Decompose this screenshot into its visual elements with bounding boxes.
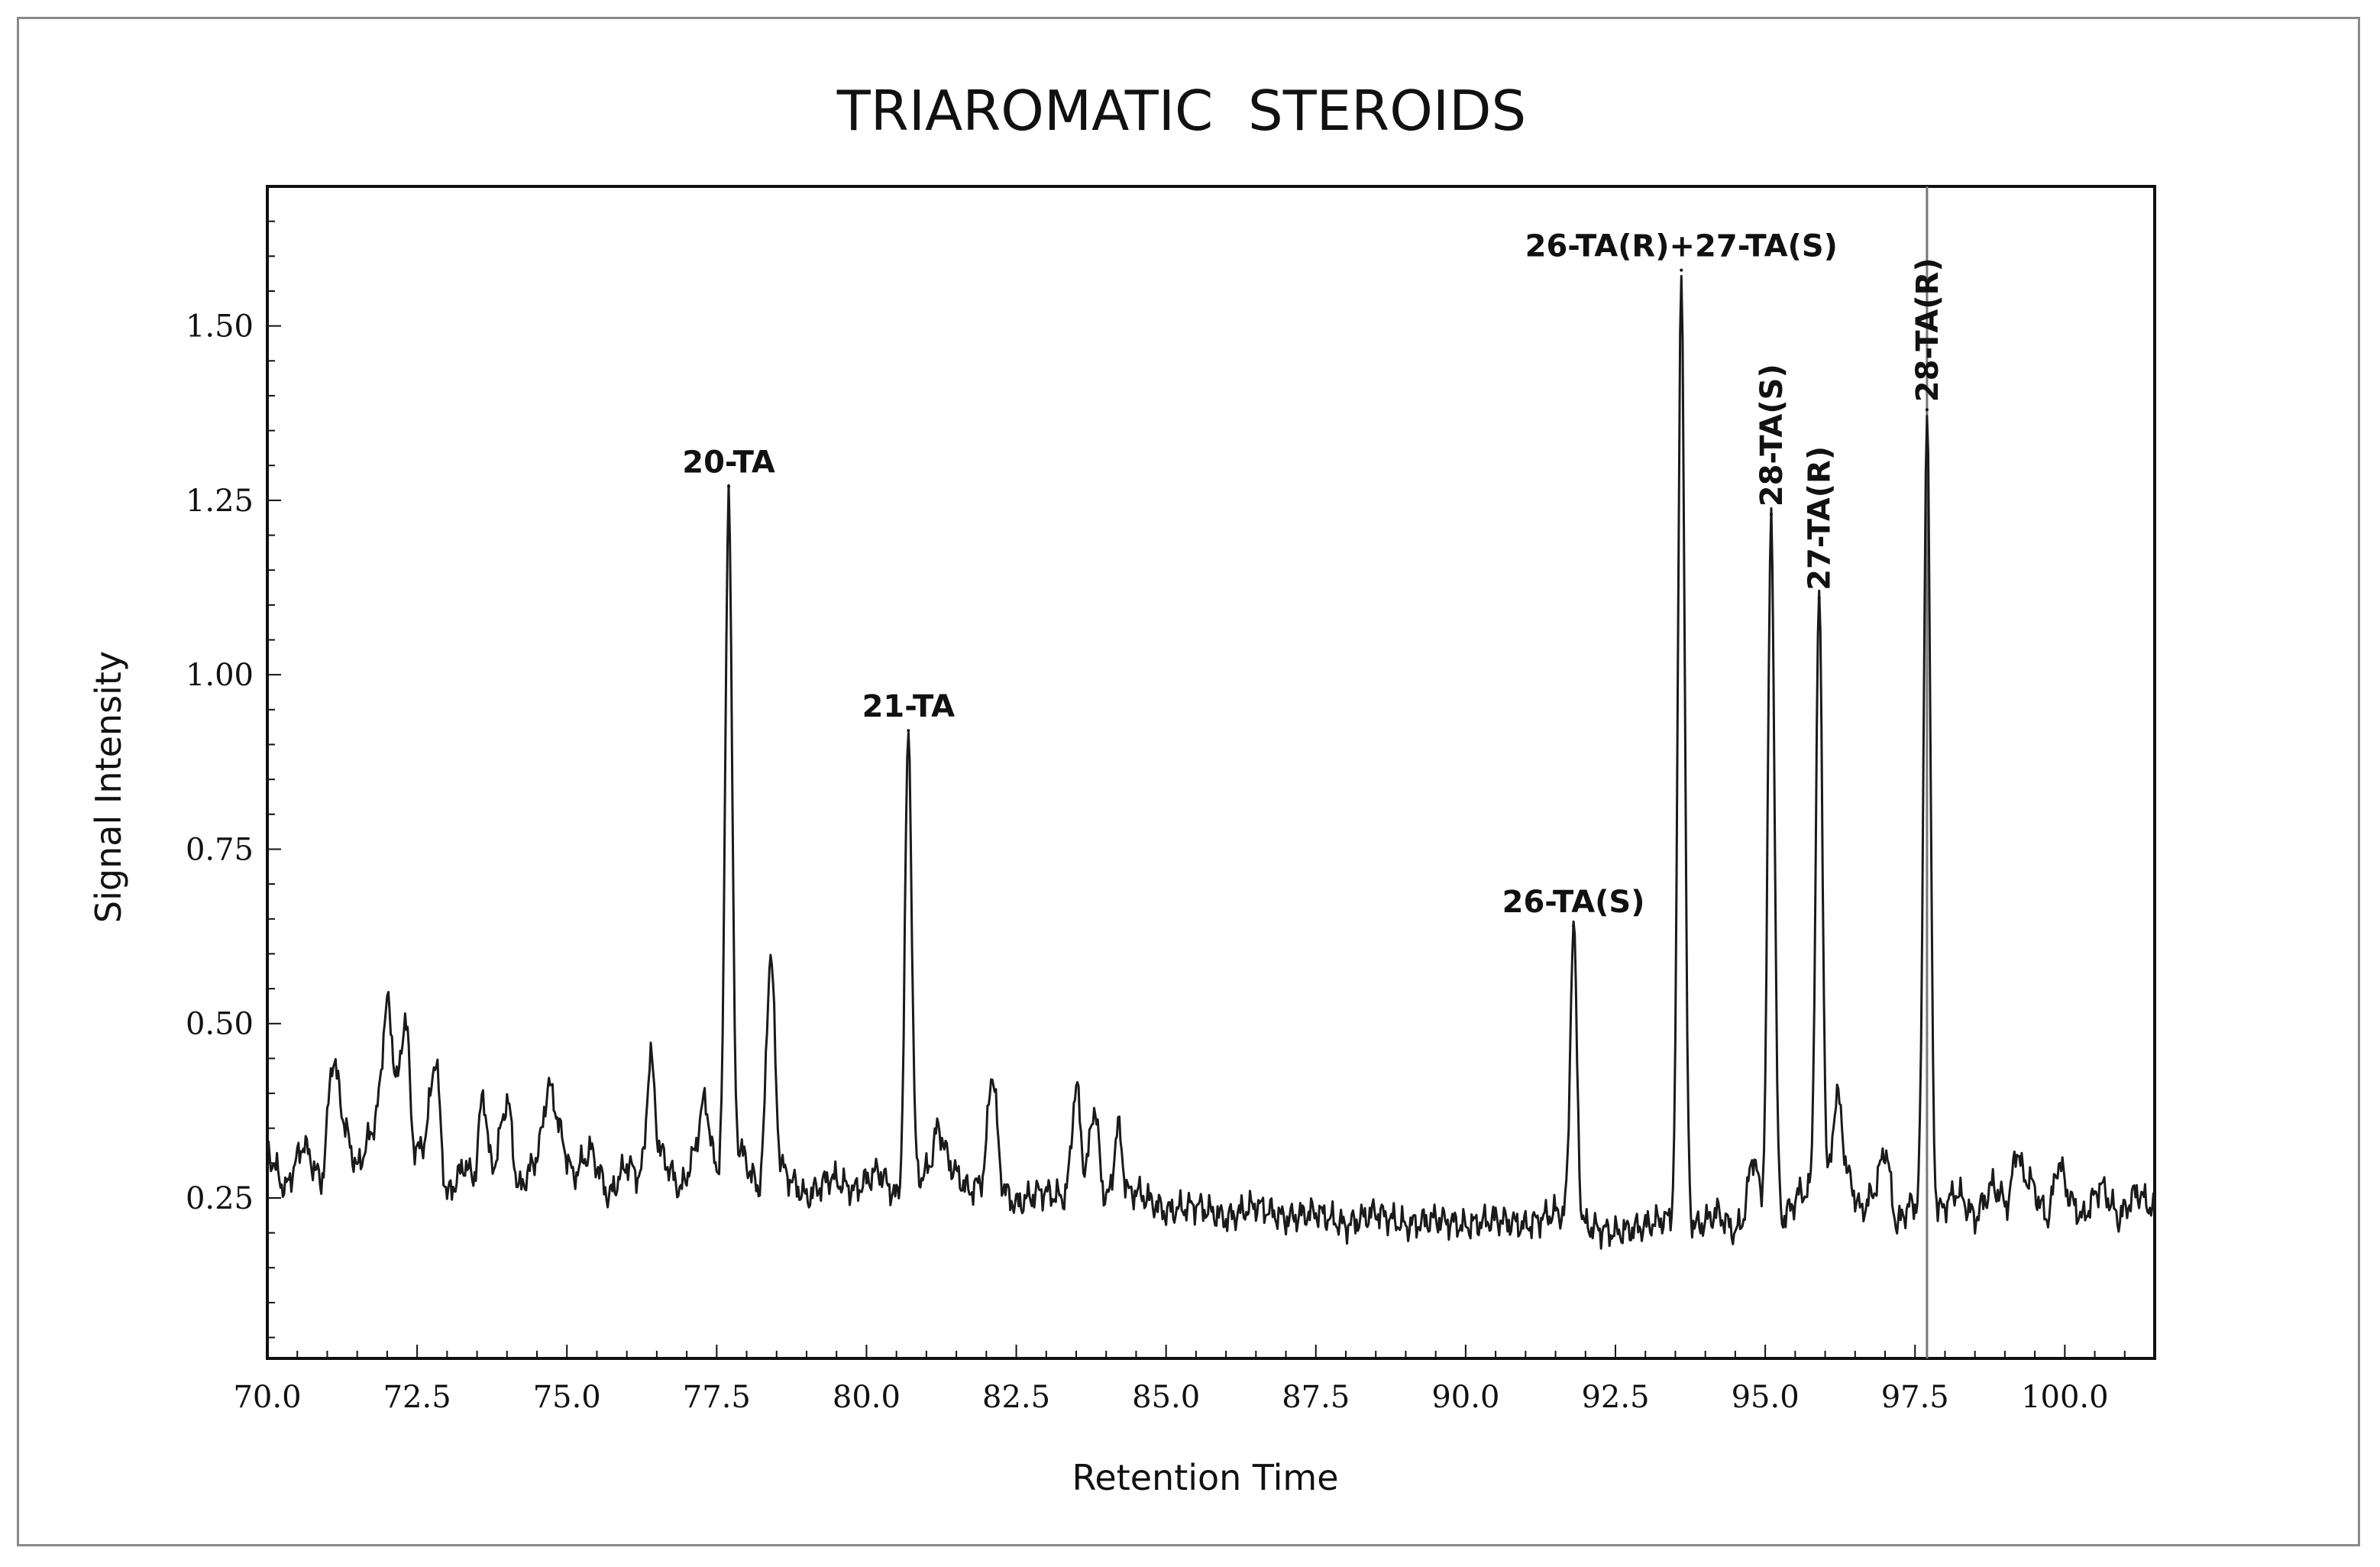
x-tick-label: 90.0 bbox=[1431, 1380, 1499, 1415]
x-tick-label: 77.5 bbox=[683, 1380, 751, 1415]
y-axis-title: Signal Intensity bbox=[88, 651, 129, 923]
peak-label: 26-TA(S) bbox=[1502, 885, 1645, 920]
peak-label: 28-TA(R) bbox=[1910, 257, 1945, 402]
x-tick-label: 70.0 bbox=[233, 1380, 301, 1415]
y-axis: 0.25 0.50 0.75 1.00 1.25 1.50 bbox=[186, 186, 281, 1339]
peak-point bbox=[1925, 408, 1929, 412]
y-tick-label: 1.50 bbox=[186, 309, 254, 345]
peak-point bbox=[907, 729, 910, 733]
peak-label: 26-TA(R)+27-TA(S) bbox=[1525, 229, 1838, 264]
x-tick-label: 97.5 bbox=[1881, 1380, 1949, 1415]
plot-area bbox=[266, 185, 2156, 1360]
y-tick-label: 1.00 bbox=[186, 658, 254, 693]
x-tick-label: 87.5 bbox=[1282, 1380, 1350, 1415]
x-axis-title: Retention Time bbox=[1072, 1457, 1339, 1498]
figure-frame bbox=[17, 17, 2360, 1546]
chromatogram-trace bbox=[266, 274, 2156, 1250]
y-tick-label: 0.50 bbox=[186, 1007, 254, 1042]
x-tick-label: 92.5 bbox=[1581, 1380, 1649, 1415]
trace-layer bbox=[266, 274, 2156, 1250]
peak-point bbox=[1769, 513, 1773, 516]
peak-label: 20-TA bbox=[682, 445, 775, 481]
x-tick-label: 100.0 bbox=[2021, 1380, 2109, 1415]
peak-label: 28-TA(S) bbox=[1754, 364, 1790, 507]
y-tick-label: 0.25 bbox=[186, 1181, 254, 1216]
peak-label: 21-TA bbox=[862, 689, 956, 724]
y-tick-label: 0.75 bbox=[186, 832, 254, 867]
x-tick-label: 72.5 bbox=[383, 1380, 451, 1415]
x-tick-label: 85.0 bbox=[1132, 1380, 1200, 1415]
x-tick-label: 82.5 bbox=[982, 1380, 1050, 1415]
x-axis: 70.0 72.5 75.0 77.5 80.0 82.5 85.0 87.5 90.0 92.5… bbox=[233, 1345, 2155, 1415]
peak-point bbox=[1817, 596, 1821, 600]
chart-title: TRIAROMATIC STEROIDS bbox=[836, 79, 1527, 143]
peak-point bbox=[727, 484, 731, 488]
peak-point bbox=[1572, 924, 1576, 928]
peak-labels-layer: 20-TA 21-TA 26-TA(S) 26-TA(R)+27-TA(S) 28-TA… bbox=[682, 229, 1945, 928]
y-tick-label: 1.25 bbox=[186, 484, 254, 519]
x-tick-label: 95.0 bbox=[1732, 1380, 1800, 1415]
peak-point bbox=[1680, 268, 1683, 272]
peak-label: 27-TA(R) bbox=[1803, 446, 1838, 591]
x-tick-label: 75.0 bbox=[533, 1380, 601, 1415]
x-tick-label: 80.0 bbox=[833, 1380, 901, 1415]
